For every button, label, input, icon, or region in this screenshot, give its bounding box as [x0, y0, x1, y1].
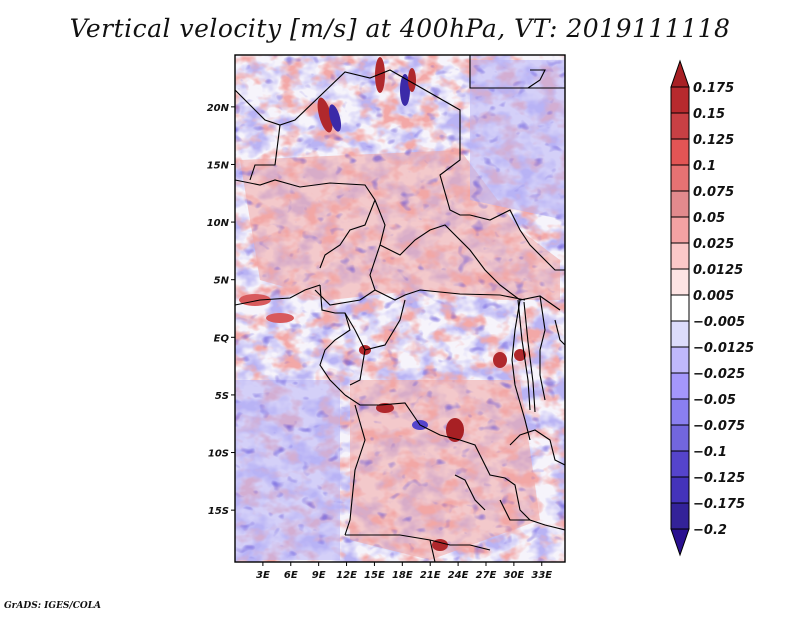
- colorbar-cell: [670, 502, 690, 530]
- colorbar-extend-min: [670, 528, 690, 557]
- colorbar: 0.175 0.15 0.125 0.1 0.075 0.05 0.025 0.0125 0.0…: [670, 59, 754, 557]
- latitude-axis: 20N 15N 10N 5N EQ 5S 10S 15S: [207, 103, 235, 517]
- lat-tick-label: 15S: [208, 506, 229, 517]
- lat-tick-label: 15N: [207, 160, 230, 171]
- colorbar-label: −0.1: [693, 445, 727, 460]
- colorbar-cell: [670, 268, 690, 296]
- lat-tick-label: 20N: [207, 103, 230, 114]
- colorbar-cell: [670, 216, 690, 244]
- lat-tick-label: 10N: [207, 218, 230, 229]
- grads-credit: GrADS: IGES/COLA: [4, 601, 102, 611]
- lon-tick-label: 15E: [364, 570, 385, 581]
- map-frame: [234, 54, 566, 563]
- lon-tick-label: 12E: [336, 570, 357, 581]
- colorbar-label: 0.005: [693, 289, 734, 304]
- colorbar-cell: [670, 242, 690, 270]
- colorbar-label: 0.175: [693, 81, 734, 96]
- colorbar-label: −0.025: [693, 367, 745, 382]
- colorbar-cell: [670, 398, 690, 426]
- colorbar-cell: [670, 476, 690, 504]
- colorbar-cell: [670, 450, 690, 478]
- colorbar-label: 0.075: [693, 185, 734, 200]
- colorbar-label: −0.0125: [693, 341, 754, 356]
- colorbar-label: 0.125: [693, 133, 734, 148]
- colorbar-cell: [670, 138, 690, 166]
- lon-tick-label: 30E: [503, 570, 524, 581]
- colorbar-label: −0.05: [693, 393, 736, 408]
- lon-tick-label: 21E: [420, 570, 441, 581]
- lon-tick-label: 33E: [531, 570, 552, 581]
- colorbar-cell: [670, 424, 690, 452]
- colorbar-cell: [670, 190, 690, 218]
- colorbar-label: 0.05: [693, 211, 725, 226]
- colorbar-cell: [670, 346, 690, 374]
- lon-tick-label: 18E: [392, 570, 413, 581]
- colorbar-label: 0.0125: [693, 263, 743, 278]
- colorbar-cell: [670, 294, 690, 322]
- colorbar-label: 0.025: [693, 237, 734, 252]
- colorbar-cell: [670, 112, 690, 140]
- field-strong-blue: [235, 55, 565, 562]
- lon-tick-label: 6E: [284, 570, 298, 581]
- lon-tick-label: 24E: [448, 570, 469, 581]
- colorbar-label: 0.1: [693, 159, 716, 174]
- lon-tick-label: 9E: [312, 570, 326, 581]
- colorbar-extend-max: [670, 59, 690, 88]
- colorbar-cell: [670, 372, 690, 400]
- field-strong-cells: [239, 57, 526, 551]
- lon-tick-label: 27E: [476, 570, 497, 581]
- country-borders: [235, 55, 565, 562]
- lat-tick-label: EQ: [214, 333, 230, 344]
- colorbar-label: −0.005: [693, 315, 745, 330]
- colorbar-cell: [670, 164, 690, 192]
- colorbar-label: −0.2: [693, 523, 727, 538]
- colorbar-label: −0.075: [693, 419, 745, 434]
- colorbar-label: −0.125: [693, 471, 745, 486]
- map-title: Vertical velocity [m/s] at 400hPa, VT: 2…: [69, 14, 731, 43]
- colorbar-label: 0.15: [693, 107, 725, 122]
- colorbar-label: −0.175: [693, 497, 745, 512]
- lon-tick-label: 3E: [256, 570, 270, 581]
- colorbar-cell: [670, 86, 690, 114]
- lat-tick-label: 5S: [215, 391, 229, 402]
- lat-tick-label: 10S: [208, 449, 229, 460]
- lat-tick-label: 5N: [214, 276, 230, 287]
- colorbar-cell: [670, 320, 690, 348]
- longitude-axis: 3E 6E 9E 12E 15E 18E 21E 24E 27E 30E 33E: [256, 562, 552, 581]
